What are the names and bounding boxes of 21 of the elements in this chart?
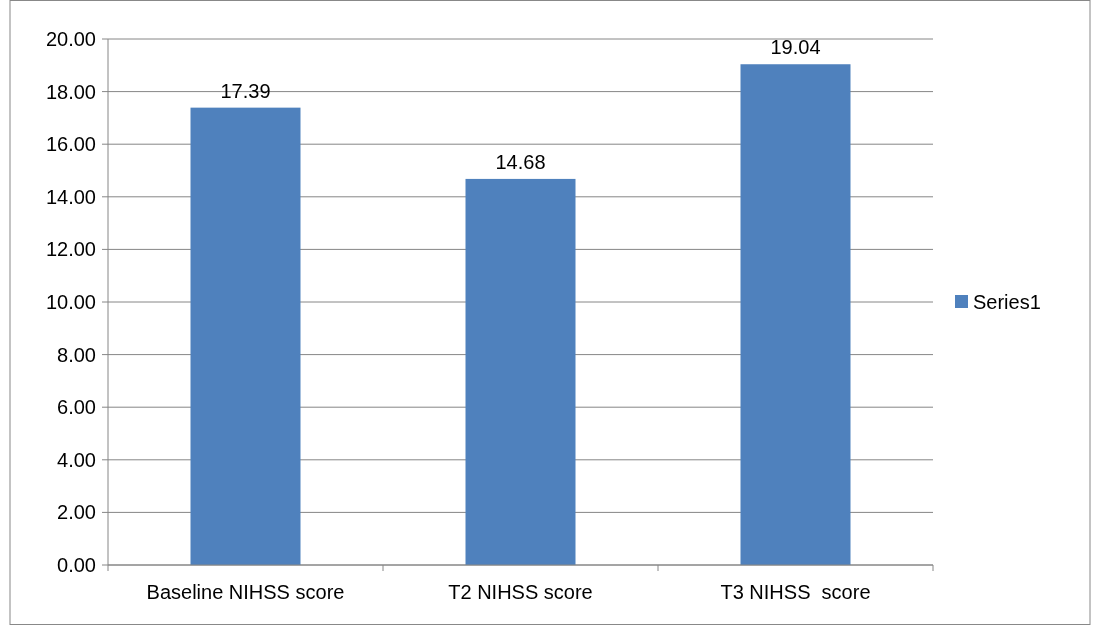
data-label: 19.04 [770,36,821,59]
data-label: 17.39 [220,79,271,102]
x-tick-label: Baseline NIHSS score [146,581,345,603]
x-tick-label: T3 NIHSS score [720,581,871,603]
bar [740,64,851,565]
y-tick-label: 6.00 [57,396,96,419]
y-tick-label: 4.00 [57,448,96,471]
bar [465,178,576,565]
y-tick-label: 12.00 [45,238,96,261]
y-tick-label: 0.00 [57,554,96,576]
x-tick-label: T2 NIHSS score [448,581,593,603]
legend-label: Series1 [973,291,1041,313]
y-tick-label: 10.00 [45,291,96,313]
y-tick-label: 20.00 [45,28,96,50]
y-tick-label: 8.00 [57,343,96,366]
y-tick-label: 2.00 [57,501,96,524]
y-tick-label: 18.00 [45,80,96,103]
bar [190,107,301,565]
y-tick-label: 14.00 [45,185,96,208]
data-label: 14.68 [495,150,546,173]
y-tick-label: 16.00 [45,133,96,156]
